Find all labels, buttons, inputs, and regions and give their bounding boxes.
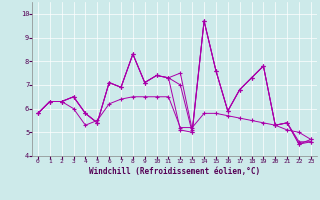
- X-axis label: Windchill (Refroidissement éolien,°C): Windchill (Refroidissement éolien,°C): [89, 167, 260, 176]
